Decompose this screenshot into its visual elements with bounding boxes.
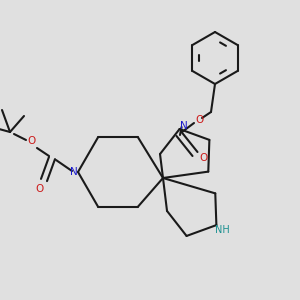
Text: NH: NH	[215, 225, 230, 235]
Text: N: N	[180, 121, 188, 131]
Text: O: O	[199, 153, 207, 163]
Text: O: O	[195, 115, 203, 125]
Text: O: O	[27, 136, 35, 146]
Text: N: N	[70, 167, 78, 177]
Text: O: O	[36, 184, 44, 194]
